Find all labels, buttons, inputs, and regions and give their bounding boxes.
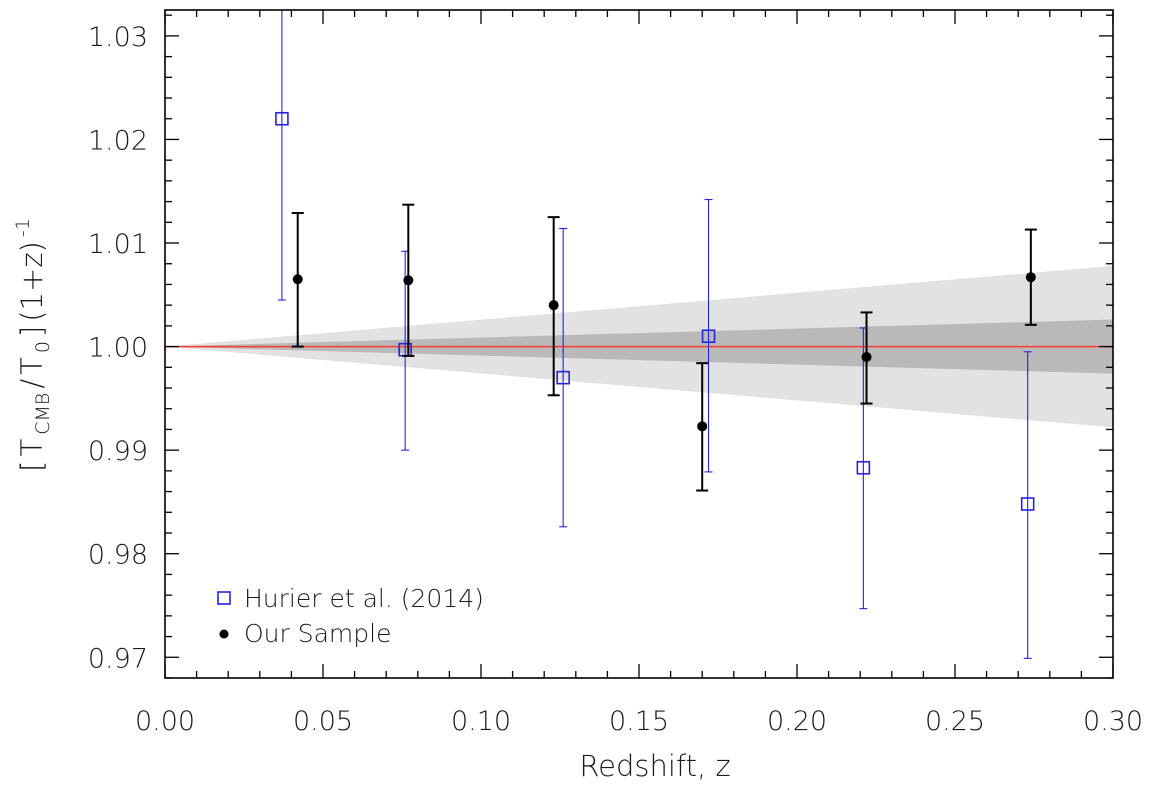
point-0-4 xyxy=(856,460,871,475)
x-tick-label: 0.15 xyxy=(609,706,669,737)
legend-marker-hurier xyxy=(217,591,231,605)
ylabel-exponent: -1 xyxy=(12,218,34,237)
point-0-3 xyxy=(701,329,716,344)
ylabel-bracket-open: [ xyxy=(15,460,49,471)
y-tick-label: 1.03 xyxy=(88,22,148,53)
point-0-5 xyxy=(1020,497,1035,511)
ylabel-t0-sub: 0 xyxy=(32,341,54,353)
legend-label-hurier: Hurier et al. (2014) xyxy=(244,584,484,613)
ylabel-factor: (1+z) xyxy=(15,241,49,322)
legend: Hurier et al. (2014) Our Sample xyxy=(217,584,484,648)
y-tick-label: 0.97 xyxy=(88,643,148,674)
legend-label-our-sample: Our Sample xyxy=(244,619,392,648)
y-tick-label: 0.98 xyxy=(88,540,148,571)
series-layer xyxy=(275,10,1037,659)
x-axis-title: Redshift, z xyxy=(579,749,730,783)
x-tick-label: 0.10 xyxy=(451,706,511,737)
x-tick-label: 0.30 xyxy=(1083,706,1143,737)
point-1-0 xyxy=(292,274,303,285)
ylabel-t0: T xyxy=(15,357,49,375)
x-tick-label: 0.05 xyxy=(293,706,353,737)
ylabel-bracket-close: ] xyxy=(15,326,49,337)
y-tick-label: 1.02 xyxy=(88,125,148,156)
x-tick-label: 0.00 xyxy=(135,706,195,737)
point-1-4 xyxy=(861,351,872,362)
svg-text:[ T CMB /: [ T CMB / T 0 ] (1+z) -1 xyxy=(12,218,54,472)
y-tick-label: 0.99 xyxy=(88,436,148,467)
point-1-5 xyxy=(1025,272,1036,283)
point-0-2 xyxy=(556,370,570,385)
ylabel-t-sub: CMB xyxy=(32,393,54,435)
x-tick-labels: 0.00 0.05 0.10 0.15 0.20 0.25 0.30 xyxy=(135,706,1143,737)
x-tick-label: 0.20 xyxy=(767,706,827,737)
ylabel-t: T xyxy=(15,438,49,456)
y-tick-label: 1.01 xyxy=(88,229,148,260)
y-tick-label: 1.00 xyxy=(88,333,148,364)
point-1-1 xyxy=(403,275,414,286)
y-axis-title: [ T CMB / T 0 ] (1+z) -1 xyxy=(12,218,54,472)
x-tick-label: 0.25 xyxy=(925,706,985,737)
ylabel-slash: / xyxy=(15,379,49,389)
point-0-0 xyxy=(275,111,289,126)
point-1-2 xyxy=(548,300,559,311)
y-tick-labels: 0.97 0.98 0.99 1.00 1.01 1.02 1.03 xyxy=(88,22,148,674)
point-1-3 xyxy=(697,421,708,432)
legend-marker-our-sample xyxy=(219,629,229,639)
axis-ticks xyxy=(164,10,1114,679)
